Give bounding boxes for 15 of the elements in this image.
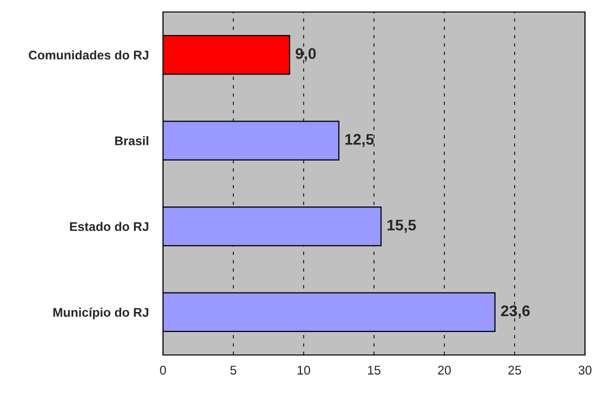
y-tick-label: Estado do RJ [70, 222, 148, 232]
data-label: 12,5 [345, 134, 374, 147]
y-tick-label: Comunidades do RJ [28, 50, 148, 60]
x-tick-label: 20 [438, 366, 451, 375]
x-tick-label: 10 [298, 366, 310, 375]
y-tick-label: Brasil [115, 136, 148, 146]
x-tick-label: 30 [578, 366, 592, 375]
y-tick-label: Município do RJ [53, 308, 148, 320]
x-tick-label: 5 [230, 366, 236, 375]
x-tick-label: 0 [160, 366, 166, 375]
x-tick-label: 15 [368, 366, 380, 375]
x-tick-label: 25 [508, 366, 522, 375]
data-label: 15,5 [388, 220, 416, 233]
data-label: 23,6 [501, 305, 530, 318]
data-label: 9,0 [296, 48, 316, 62]
